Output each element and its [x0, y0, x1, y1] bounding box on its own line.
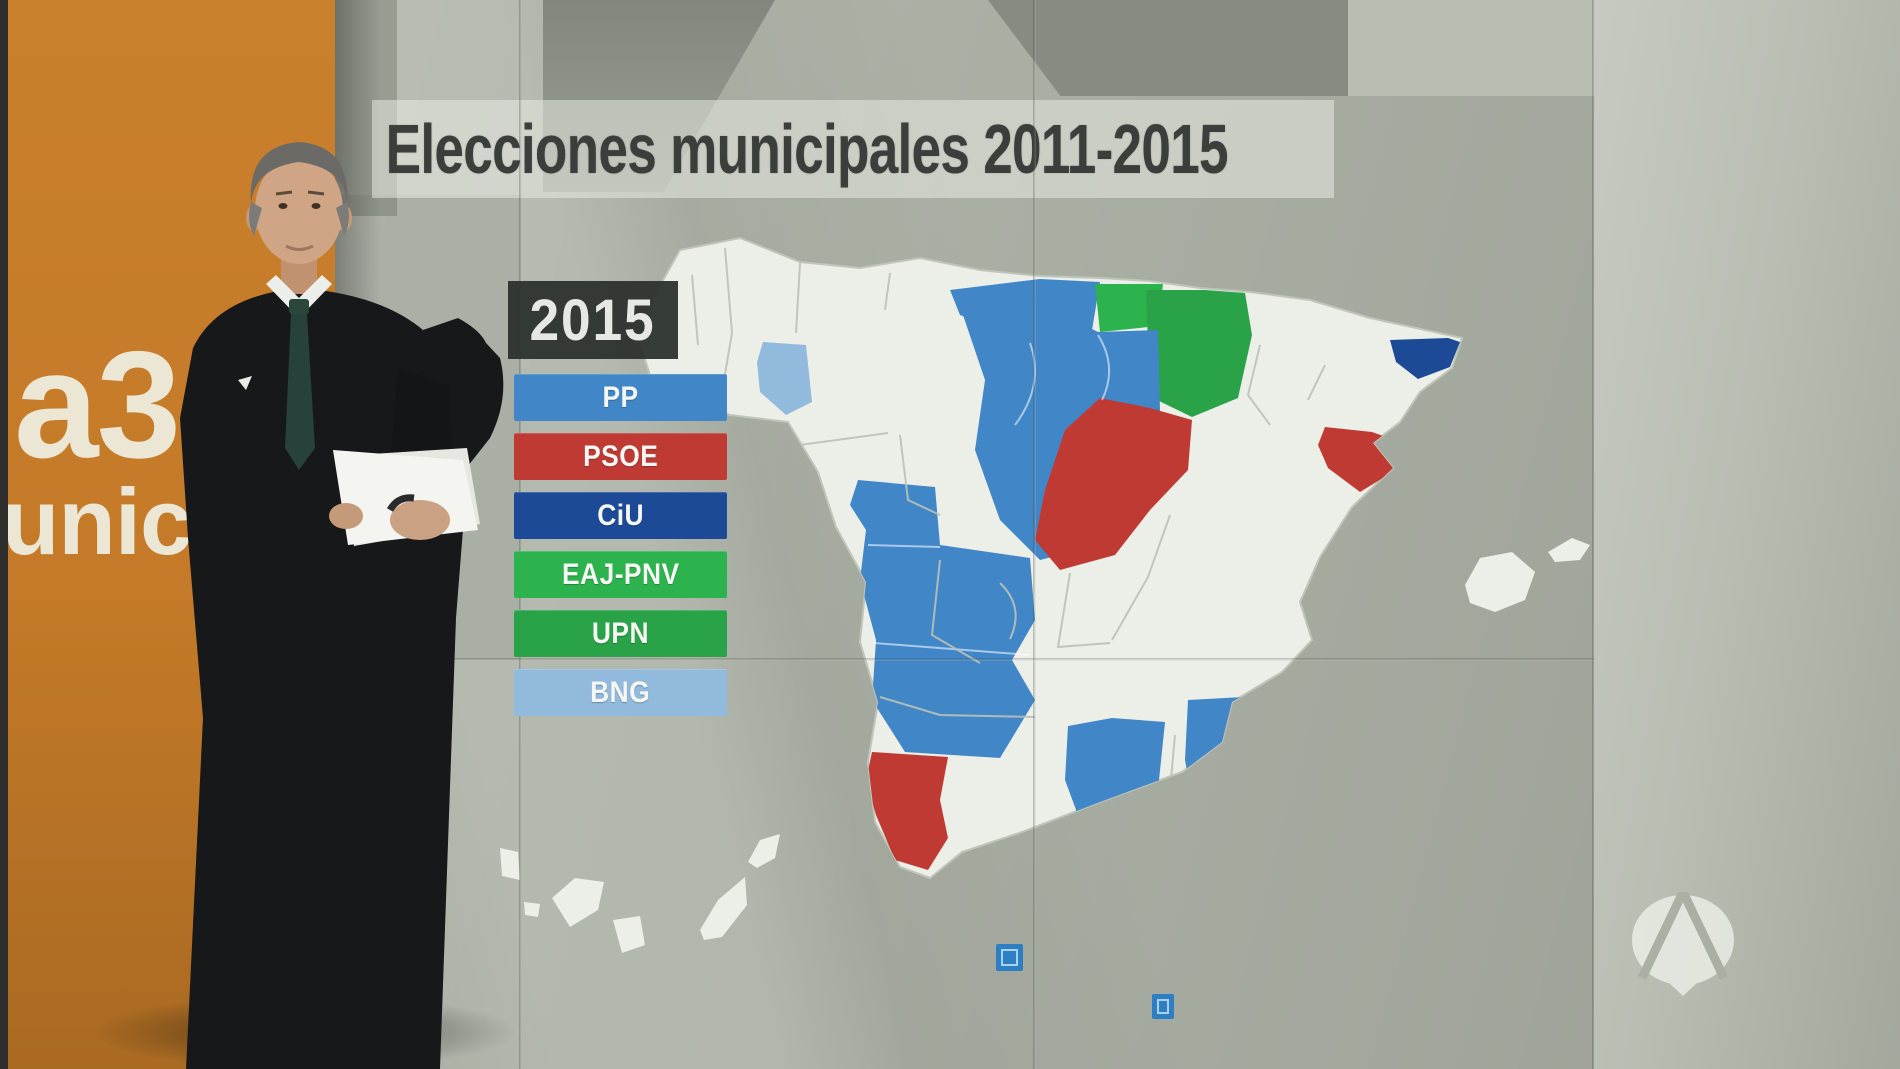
region-cordoba [1065, 718, 1168, 828]
balearic-islands [1465, 538, 1590, 612]
spain-election-map [470, 215, 1620, 1005]
side-panel-text-top: a3 [14, 320, 181, 490]
hand [329, 503, 363, 529]
region-bizkaia-gipuzkoa [1095, 284, 1163, 332]
antena3-logo [1632, 892, 1734, 996]
legend-label: CiU [597, 498, 644, 532]
tie [285, 314, 315, 470]
legend-item-eaj-pnv: EAJ-PNV [514, 551, 727, 598]
face [255, 156, 343, 264]
map-watermark-icon [996, 944, 1023, 971]
region-extremadura-salamanca [850, 480, 1035, 758]
year-badge: 2015 [508, 281, 678, 359]
legend-item-bng: BNG [514, 669, 727, 716]
spain-map-svg [500, 236, 1590, 953]
shirt-collar [266, 275, 332, 318]
island-gran-canaria [613, 916, 645, 953]
legend-item-pp: PP [514, 374, 727, 421]
island-tenerife [552, 878, 604, 927]
hand [390, 500, 450, 540]
legend-label: UPN [591, 616, 650, 650]
legend-label: EAJ-PNV [561, 557, 680, 591]
pocket-square [238, 376, 252, 390]
headline-band: Elecciones municipales 2011-2015 [372, 100, 1334, 198]
wall-seam [1033, 0, 1036, 1069]
suit [180, 288, 504, 1069]
region-girona [1390, 338, 1460, 379]
wall-right-panel [1594, 0, 1900, 1069]
legend-label: PP [602, 380, 639, 414]
island-menorca [1548, 538, 1590, 562]
eye [278, 203, 288, 209]
legend-item-upn: UPN [514, 610, 727, 657]
legend-item-ciu: CiU [514, 492, 727, 539]
wall-seam [335, 658, 1594, 661]
island-fuerteventura [700, 877, 747, 940]
island-lanzarote [748, 834, 780, 868]
region-inner-borders [867, 334, 1111, 656]
wall-seam [1592, 0, 1595, 1069]
news-presenter [180, 142, 504, 1069]
tie-knot [289, 299, 309, 314]
island-la-gomera [524, 902, 540, 917]
region-navarra [1146, 290, 1252, 417]
region-zaragoza [1035, 398, 1192, 570]
island-mallorca [1465, 552, 1535, 612]
hair [250, 142, 348, 204]
region-jaen-granada [1185, 696, 1300, 828]
frame-edge [0, 0, 8, 1069]
island-la-palma [500, 848, 520, 880]
legend-item-psoe: PSOE [514, 433, 727, 480]
eyebrow [275, 190, 293, 196]
year-badge-label: 2015 [529, 287, 657, 353]
party-legend: PP PSOE CiU EAJ-PNV UPN BNG [514, 374, 727, 716]
canary-islands [500, 834, 780, 953]
region-huelva-sevilla [866, 752, 948, 870]
legend-label: BNG [590, 675, 651, 709]
watch [386, 494, 415, 512]
mouth [285, 244, 314, 251]
eye [311, 203, 321, 209]
region-pontevedra [757, 342, 812, 415]
legend-label: PSOE [582, 439, 659, 473]
party-regions [757, 279, 1460, 870]
eyebrow [307, 190, 325, 196]
map-watermark-icon [1152, 994, 1174, 1019]
wall-shading-band [1348, 0, 1594, 96]
headline-title: Elecciones municipales 2011-2015 [385, 110, 1229, 188]
wall-shading-band [988, 0, 1350, 96]
